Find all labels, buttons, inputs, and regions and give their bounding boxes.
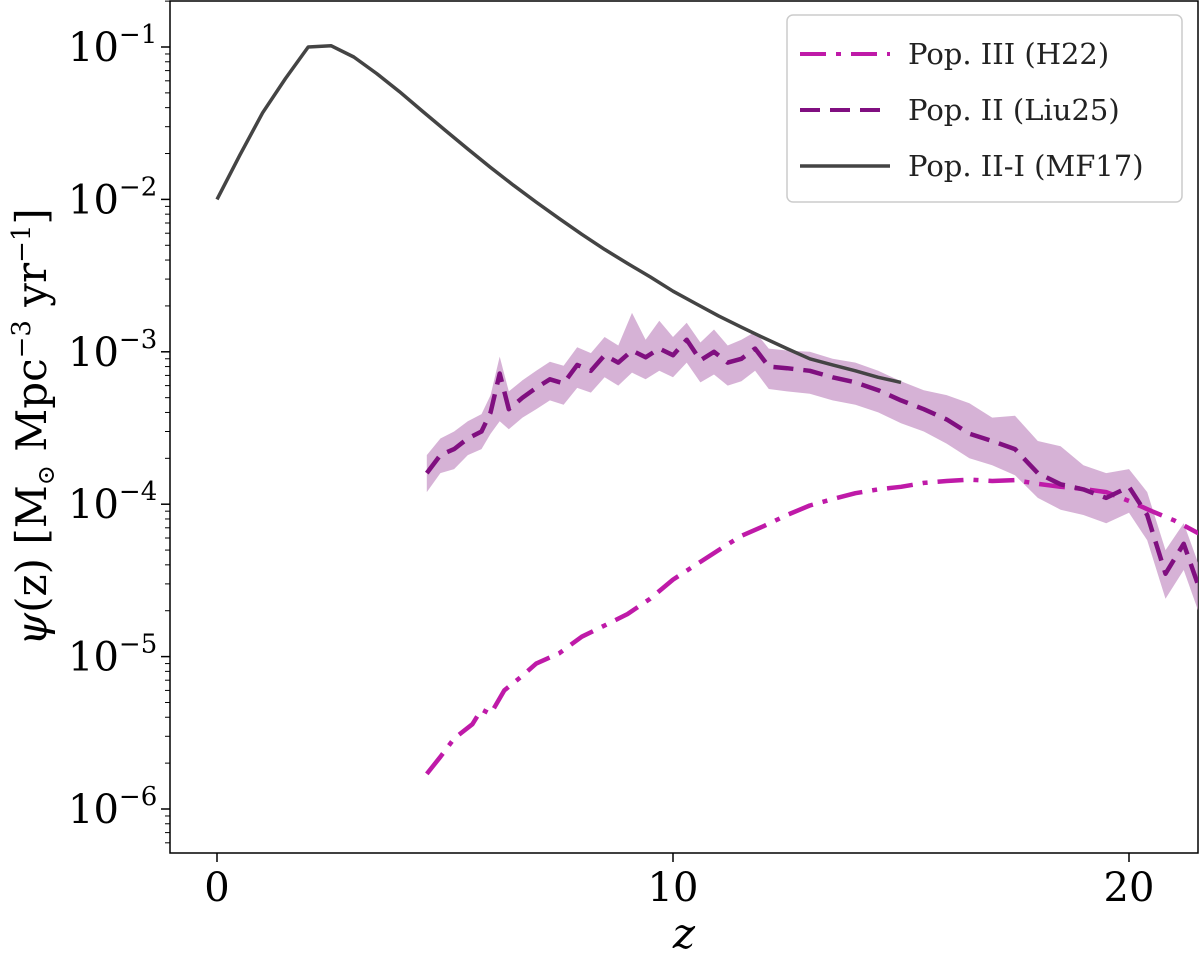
y-axis-label: ψ(z) [M⊙ Mpc−3 yr−1] xyxy=(7,208,60,646)
y-tick-label: 10−4 xyxy=(68,477,157,528)
x-axis-label: z xyxy=(672,909,696,955)
legend-label-pop-ii-i: Pop. II-I (MF17) xyxy=(908,149,1144,183)
line-series-2 xyxy=(215,43,902,385)
series-layer xyxy=(215,43,1198,776)
x-tick-label: 20 xyxy=(1104,865,1155,911)
y-tick-label: 10−1 xyxy=(68,20,157,71)
y-tick-label: 10−2 xyxy=(68,172,157,223)
x-axis-ticks: 0102030 xyxy=(204,853,1155,911)
legend-box xyxy=(786,14,1183,203)
band-series-1 xyxy=(426,312,1198,611)
x-tick-label: 0 xyxy=(204,865,229,911)
line-series-1 xyxy=(425,337,1198,592)
svg-text:ψ(z) [M⊙ Mpc−3 yr−1]: ψ(z) [M⊙ Mpc−3 yr−1] xyxy=(7,208,60,646)
line-series-0 xyxy=(425,477,1198,776)
y-tick-label: 10−3 xyxy=(68,325,157,376)
y-tick-label: 10−5 xyxy=(68,630,157,681)
x-tick-label: 10 xyxy=(648,865,699,911)
y-axis-ticks: 10−1 10−2 10−3 10−4 10−5 10−6 xyxy=(68,0,170,844)
legend-label-pop-iii: Pop. III (H22) xyxy=(908,37,1109,71)
plot-frame xyxy=(169,0,1199,854)
legend: Pop. III (H22) Pop. II (Liu25) Pop. II-I… xyxy=(786,14,1183,203)
legend-label-pop-ii: Pop. II (Liu25) xyxy=(908,93,1120,127)
y-tick-label: 10−6 xyxy=(68,782,157,833)
